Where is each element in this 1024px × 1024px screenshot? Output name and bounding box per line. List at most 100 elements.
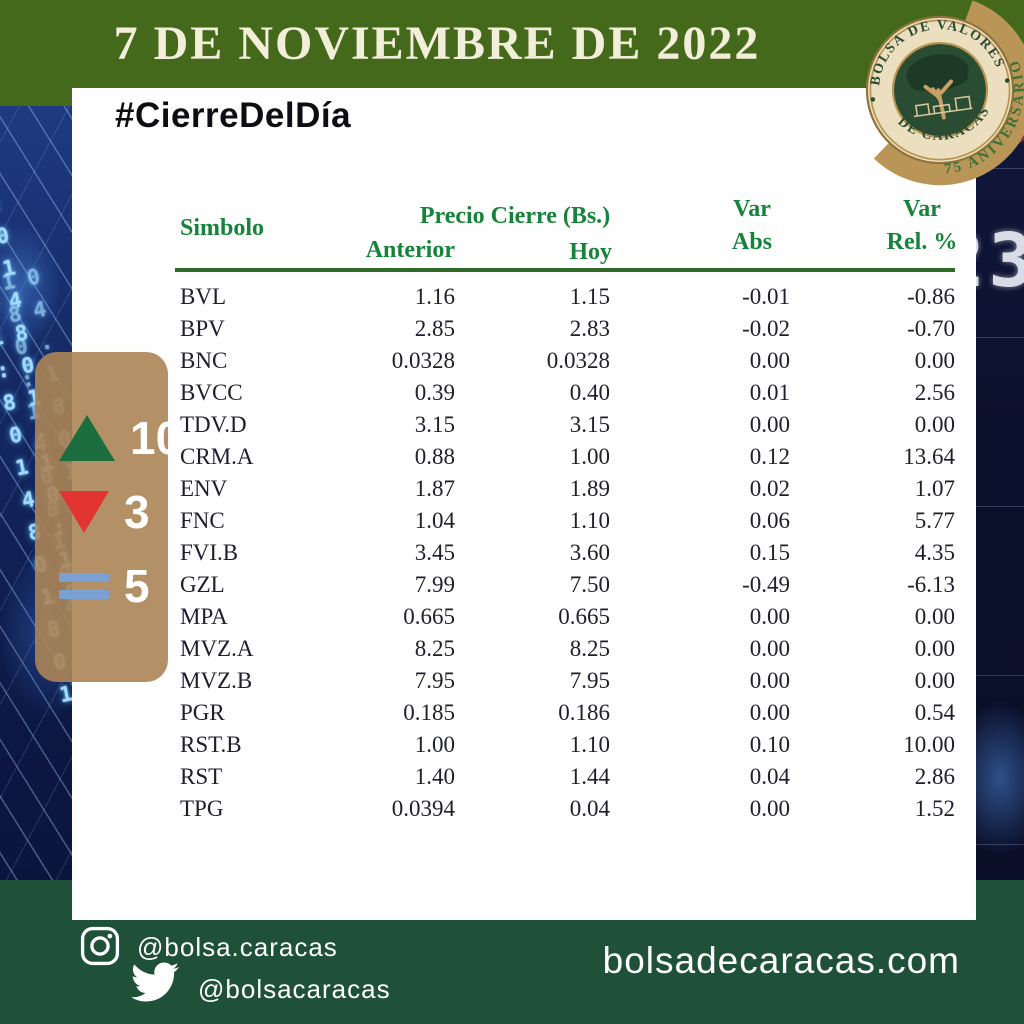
cell-symbol: GZL [180,572,225,597]
cell-anterior: 8.25 [414,636,455,661]
cell-var-abs: 0.06 [749,508,790,533]
cell-var-abs: 0.00 [749,700,790,725]
cell-var-rel: 5.77 [914,508,955,533]
cell-hoy: 3.15 [569,412,610,437]
cell-var-rel: 1.07 [914,476,955,501]
cell-anterior: 2.85 [414,316,455,341]
cell-anterior: 7.95 [414,668,455,693]
cell-hoy: 0.04 [569,796,610,821]
cell-hoy: 1.89 [569,476,610,501]
table-row: RST.B 1.00 1.10 0.10 10.00 [175,729,955,761]
cell-var-abs: 0.02 [749,476,790,501]
cell-symbol: RST [180,764,223,789]
cell-var-rel: 0.00 [914,604,955,629]
summary-up: 10 [59,412,181,464]
twitter-icon[interactable] [126,958,184,1006]
summary-badge: 10 3 5 [35,352,181,682]
table-row: MVZ.A 8.25 8.25 0.00 0.00 [175,633,955,665]
cell-anterior: 0.665 [403,604,455,629]
cell-var-rel: -0.86 [907,284,955,309]
table-row: BNC 0.0328 0.0328 0.00 0.00 [175,345,955,377]
cell-anterior: 0.185 [403,700,455,725]
twitter-handle[interactable]: @bolsacaracas [198,974,391,1004]
cell-hoy: 1.00 [569,444,610,469]
up-count: 10 [130,412,182,464]
cell-symbol: FNC [180,508,225,533]
cell-var-abs: 0.00 [749,604,790,629]
cell-var-rel: 2.56 [914,380,955,405]
cell-hoy: 7.50 [569,572,610,597]
cell-hoy: 0.0328 [546,348,610,373]
summary-down: 3 [59,486,168,538]
cell-hoy: 1.15 [569,284,610,309]
cell-anterior: 1.00 [414,732,455,757]
cell-var-abs: 0.04 [749,764,790,789]
table-row: CRM.A 0.88 1.00 0.12 13.64 [175,441,955,473]
table-row: ENV 1.87 1.89 0.02 1.07 [175,473,955,505]
equals-icon [59,573,109,599]
down-count: 3 [124,486,150,538]
table-row: PGR 0.185 0.186 0.00 0.54 [175,697,955,729]
ribbon-band [873,0,1024,186]
cell-hoy: 1.44 [569,764,610,789]
cell-anterior: 3.15 [414,412,455,437]
cell-symbol: TDV.D [180,412,247,437]
cell-symbol: BNC [180,348,228,373]
cell-symbol: FVI.B [180,540,239,565]
cell-var-rel: 13.64 [903,444,955,469]
col-header-var-abs: Var Abs [731,196,773,255]
cell-symbol: RST.B [180,732,242,757]
cell-anterior: 7.99 [414,572,455,597]
cell-symbol: BPV [180,316,225,341]
cell-anterior: 0.88 [414,444,455,469]
cell-var-abs: 0.00 [749,636,790,661]
table-header-rule [175,268,955,272]
cell-symbol: BVL [180,284,226,309]
cell-hoy: 7.95 [569,668,610,693]
cell-var-abs: -0.02 [742,316,790,341]
cell-var-rel: 1.52 [914,796,955,821]
cell-anterior: 0.0394 [391,796,455,821]
cell-symbol: TPG [180,796,224,821]
cell-hoy: 0.186 [558,700,610,725]
cell-var-abs: 0.00 [749,348,790,373]
hashtag-title: #CierreDelDía [115,96,352,135]
cell-symbol: CRM.A [180,444,254,469]
date-title: 7 DE NOVIEMBRE DE 2022 [113,17,761,70]
table-row: FNC 1.04 1.10 0.06 5.77 [175,505,955,537]
cell-hoy: 1.10 [569,732,610,757]
col-header-hoy: Hoy [569,239,612,265]
cell-anterior: 0.0328 [391,348,455,373]
cell-var-rel: -0.70 [907,316,955,341]
bvc-anniversary-seal: BOLSA DE VALORES DE CARACAS 75 ANIVERSAR… [860,0,1024,186]
cell-symbol: MPA [180,604,228,629]
cell-var-rel: 0.00 [914,668,955,693]
cell-symbol: BVCC [180,380,243,405]
cell-var-abs: 0.12 [749,444,790,469]
col-header-simbolo: Simbolo [180,215,265,241]
table-row: BVL 1.16 1.15 -0.01 -0.86 [175,281,955,313]
cell-anterior: 1.87 [414,476,455,501]
cell-var-rel: 10.00 [903,732,955,757]
cell-hoy: 3.60 [569,540,610,565]
cell-var-rel: 0.00 [914,636,955,661]
cell-symbol: ENV [180,476,228,501]
up-triangle-icon [59,415,115,461]
summary-unchanged: 5 [59,560,168,612]
closing-card: #CierreDelDía Simbolo Precio Cierre (Bs.… [72,88,976,920]
instagram-icon[interactable] [78,924,122,968]
website-url[interactable]: bolsadecaracas.com [602,940,960,981]
down-triangle-icon [59,491,109,533]
col-header-anterior: Anterior [365,237,455,263]
cell-var-abs: 0.10 [749,732,790,757]
col-header-precio-cierre: Precio Cierre (Bs.) [419,203,611,229]
cell-anterior: 1.40 [414,764,455,789]
cell-anterior: 1.04 [414,508,455,533]
col-header-var-rel: Var Rel. % [886,196,958,255]
cell-symbol: PGR [180,700,225,725]
cell-var-abs: 0.01 [749,380,790,405]
table-row: FVI.B 3.45 3.60 0.15 4.35 [175,537,955,569]
cell-hoy: 0.665 [558,604,610,629]
instagram-handle[interactable]: @bolsa.caracas [137,932,338,962]
cell-anterior: 0.39 [414,380,455,405]
